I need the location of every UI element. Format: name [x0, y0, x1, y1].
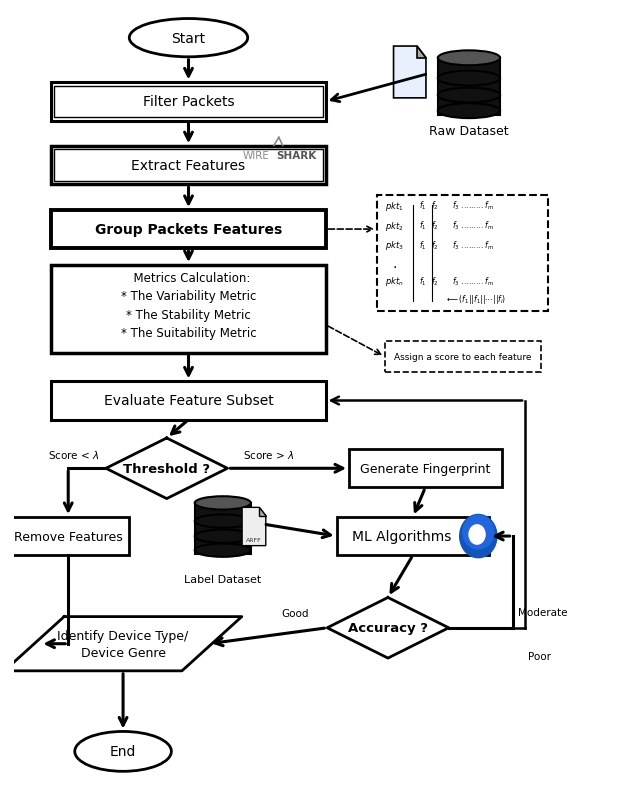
Text: Threshold ?: Threshold ? [123, 462, 211, 476]
Text: $f_3$ ......... $f_m$: $f_3$ ......... $f_m$ [452, 275, 495, 288]
Text: $f_1$: $f_1$ [419, 275, 426, 288]
Text: Evaluate Feature Subset: Evaluate Feature Subset [104, 394, 273, 408]
Ellipse shape [129, 19, 248, 58]
Text: End: End [110, 744, 136, 759]
Ellipse shape [438, 71, 500, 87]
Text: Filter Packets: Filter Packets [143, 95, 234, 109]
Text: Poor: Poor [528, 651, 551, 661]
FancyBboxPatch shape [54, 87, 323, 118]
FancyBboxPatch shape [8, 517, 129, 556]
FancyBboxPatch shape [349, 450, 502, 488]
Text: Group Packets Features: Group Packets Features [95, 223, 282, 237]
Text: WIRE: WIRE [243, 151, 269, 160]
Polygon shape [242, 508, 266, 546]
Text: .: . [392, 257, 397, 271]
Text: Score > $\lambda$: Score > $\lambda$ [243, 448, 294, 460]
Text: Remove Features: Remove Features [14, 530, 123, 543]
Text: $f_2$: $f_2$ [431, 220, 439, 232]
FancyBboxPatch shape [51, 83, 326, 121]
Text: $pkt_3$: $pkt_3$ [385, 239, 404, 252]
Text: $f_2$: $f_2$ [431, 200, 439, 212]
Text: Accuracy ?: Accuracy ? [348, 622, 428, 634]
Text: Label Dataset: Label Dataset [184, 573, 261, 584]
Polygon shape [106, 439, 227, 499]
Text: Metrics Calculation:
* The Variability Metric
* The Stability Metric
* The Suita: Metrics Calculation: * The Variability M… [121, 271, 256, 339]
Text: $pkt_2$: $pkt_2$ [385, 219, 404, 233]
Text: ARFF: ARFF [246, 537, 262, 542]
Text: $f_2$: $f_2$ [431, 240, 439, 252]
Ellipse shape [195, 530, 251, 543]
Text: Start: Start [172, 31, 205, 46]
Text: Identify Device Type/
Device Genre: Identify Device Type/ Device Genre [58, 629, 189, 659]
FancyBboxPatch shape [195, 504, 251, 555]
FancyBboxPatch shape [438, 59, 500, 116]
Ellipse shape [195, 496, 251, 510]
Text: $\longleftarrow(f_1||f_1||\cdots||f_i)$: $\longleftarrow(f_1||f_1||\cdots||f_i)$ [445, 292, 506, 305]
FancyBboxPatch shape [377, 196, 548, 311]
Text: Assign a score to each feature: Assign a score to each feature [394, 353, 531, 362]
Text: Raw Dataset: Raw Dataset [429, 124, 509, 138]
Polygon shape [394, 47, 426, 99]
FancyBboxPatch shape [51, 147, 326, 185]
Ellipse shape [195, 515, 251, 528]
Ellipse shape [195, 544, 251, 557]
FancyBboxPatch shape [51, 211, 326, 249]
FancyBboxPatch shape [385, 342, 541, 372]
Text: $f_1$: $f_1$ [419, 240, 426, 252]
Text: $f_3$ ......... $f_m$: $f_3$ ......... $f_m$ [452, 200, 495, 212]
Text: $pkt_1$: $pkt_1$ [385, 200, 404, 213]
Text: Generate Fingerprint: Generate Fingerprint [360, 462, 490, 476]
Polygon shape [259, 508, 266, 516]
Text: $f_1$: $f_1$ [419, 220, 426, 232]
FancyBboxPatch shape [337, 517, 489, 556]
Polygon shape [417, 47, 426, 59]
Ellipse shape [438, 88, 500, 103]
Ellipse shape [468, 525, 486, 545]
Ellipse shape [75, 731, 172, 772]
Text: Extract Features: Extract Features [131, 159, 246, 173]
Text: $f_3$ ......... $f_m$: $f_3$ ......... $f_m$ [452, 240, 495, 252]
Ellipse shape [459, 514, 498, 559]
Text: SHARK: SHARK [276, 151, 316, 160]
Text: Score < $\lambda$: Score < $\lambda$ [48, 448, 100, 460]
FancyBboxPatch shape [51, 265, 326, 353]
Text: $pkt_n$: $pkt_n$ [385, 275, 404, 288]
Polygon shape [4, 617, 242, 671]
Text: ML Algorithms: ML Algorithms [352, 529, 451, 544]
Text: $f_1$: $f_1$ [419, 200, 426, 212]
FancyBboxPatch shape [51, 382, 326, 420]
Text: Good: Good [281, 609, 308, 618]
Polygon shape [327, 597, 449, 658]
Text: Moderate: Moderate [518, 607, 567, 617]
Ellipse shape [462, 515, 495, 550]
Text: $f_3$ ......... $f_m$: $f_3$ ......... $f_m$ [452, 220, 495, 232]
Text: $f_2$: $f_2$ [431, 275, 439, 288]
FancyBboxPatch shape [54, 150, 323, 182]
Ellipse shape [438, 104, 500, 119]
Ellipse shape [438, 51, 500, 67]
